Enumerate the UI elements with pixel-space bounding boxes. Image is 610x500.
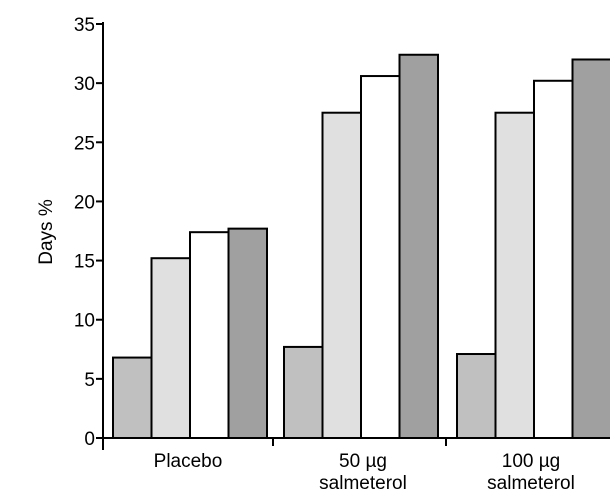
y-tick-label: 35 — [74, 15, 95, 36]
bar-series4-group2 — [398, 53, 439, 440]
bar-series4-group1 — [227, 227, 268, 439]
y-tick-label: 5 — [84, 370, 95, 391]
bar-series3-group2 — [360, 75, 401, 439]
x-category-label: Placebo — [154, 451, 223, 472]
bars-group — [112, 53, 610, 440]
bar-series2-group3 — [494, 111, 535, 439]
bar-series4-group3 — [571, 58, 610, 439]
y-tick-label: 15 — [74, 252, 95, 273]
bar-series1-group1 — [112, 356, 153, 439]
y-tick-label: 10 — [74, 311, 95, 332]
bar-series1-group2 — [283, 345, 324, 440]
bar-series1-group3 — [456, 353, 497, 440]
bar-series2-group2 — [321, 111, 362, 439]
y-tick-label: 0 — [84, 429, 95, 450]
x-category-label: 50 µg salmeterol — [319, 451, 407, 494]
y-tick-label: 30 — [74, 74, 95, 95]
y-tick-label: 20 — [74, 192, 95, 213]
y-tick-label: 25 — [74, 133, 95, 154]
bar-series3-group3 — [533, 79, 574, 440]
y-axis-label: Days % — [36, 199, 57, 265]
x-category-label: 100 µg salmeterol — [487, 451, 575, 494]
bar-series2-group1 — [150, 257, 191, 439]
axes-group: 0 5 10 15 20 25 30 35 Placebo 50 µg salmeterol 100 … — [74, 15, 608, 494]
bar-series3-group1 — [189, 231, 230, 439]
